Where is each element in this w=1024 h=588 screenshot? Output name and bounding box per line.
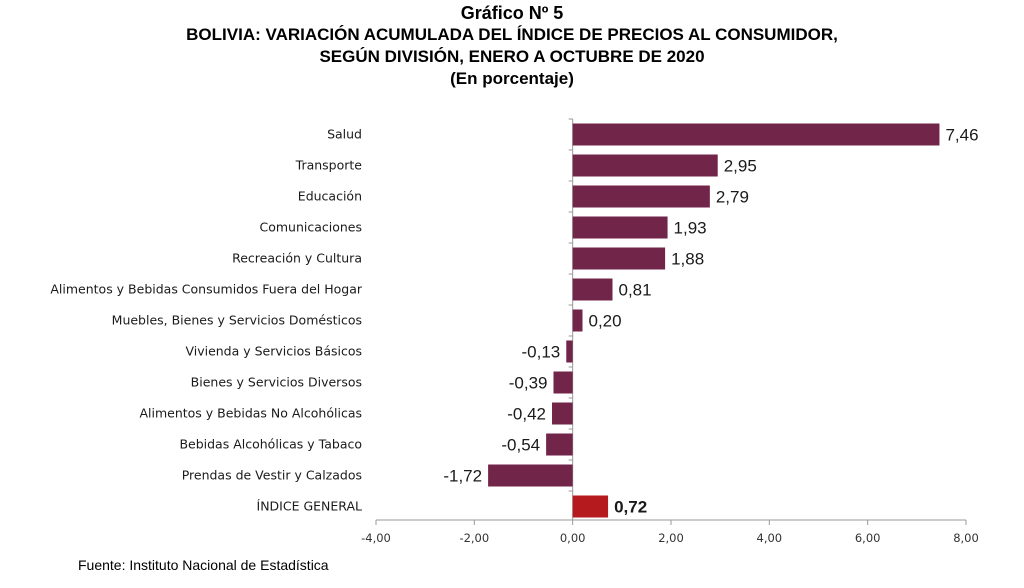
value-label: -0,54 — [501, 436, 540, 455]
bar — [552, 402, 573, 425]
bar — [546, 433, 573, 456]
bar — [572, 185, 710, 208]
category-label: Educación — [298, 189, 362, 204]
value-label: 0,81 — [618, 281, 651, 300]
category-label: Salud — [327, 127, 362, 142]
x-tick-label: 8,00 — [953, 531, 979, 545]
value-label: -0,42 — [507, 405, 546, 424]
source-note: Fuente: Instituto Nacional de Estadístic… — [78, 557, 329, 573]
chart-unit: (En porcentaje) — [450, 69, 574, 88]
x-tick-label: 4,00 — [757, 531, 783, 545]
bar — [566, 340, 573, 363]
x-tick-label: 6,00 — [855, 531, 881, 545]
bar — [553, 371, 573, 394]
value-label: 0,72 — [614, 498, 647, 517]
value-label: 2,79 — [716, 188, 749, 207]
bar — [572, 247, 666, 270]
chart-subtitle: SEGÚN DIVISIÓN, ENERO A OCTUBRE DE 2020 — [319, 47, 705, 66]
category-label: Recreación y Cultura — [232, 251, 362, 266]
value-label: 1,93 — [674, 219, 707, 238]
category-label: Transporte — [295, 158, 363, 173]
chart-title: BOLIVIA: VARIACIÓN ACUMULADA DEL ÍNDICE … — [186, 25, 838, 44]
bar — [572, 216, 668, 239]
value-label: 2,95 — [724, 157, 757, 176]
highlight-bar — [572, 495, 609, 518]
x-tick-label: -4,00 — [361, 531, 391, 545]
category-label: Prendas de Vestir y Calzados — [182, 468, 362, 483]
bar-chart: -4,00 -2,00 0,00 2,00 4,00 6,00 8,00 Salud 7,46 T… — [50, 118, 979, 545]
bar — [572, 278, 613, 301]
category-label: ÍNDICE GENERAL — [257, 499, 363, 514]
bar — [572, 123, 940, 146]
category-label: Muebles, Bienes y Servicios Domésticos — [112, 313, 362, 328]
bar — [572, 154, 718, 177]
category-label: Alimentos y Bebidas Consumidos Fuera del… — [50, 282, 363, 297]
value-label: 0,20 — [589, 312, 622, 331]
chart-title-block: Gráfico Nº 5 BOLIVIA: VARIACIÓN ACUMULAD… — [0, 2, 1024, 90]
category-label: Bebidas Alcohólicas y Tabaco — [179, 437, 362, 452]
x-tick-label: 2,00 — [658, 531, 684, 545]
x-tick-label: -2,00 — [459, 531, 489, 545]
value-label: 7,46 — [945, 126, 978, 145]
category-label: Comunicaciones — [259, 220, 362, 235]
bar — [572, 309, 583, 332]
value-label: -0,39 — [509, 374, 548, 393]
chart-number: Gráfico Nº 5 — [460, 3, 564, 23]
category-label: Alimentos y Bebidas No Alcohólicas — [139, 406, 362, 421]
value-label: -0,13 — [522, 343, 561, 362]
x-tick-label: 0,00 — [560, 531, 586, 545]
category-label: Vivienda y Servicios Básicos — [185, 344, 362, 359]
value-label: -1,72 — [443, 467, 482, 486]
value-label: 1,88 — [671, 250, 704, 269]
category-label: Bienes y Servicios Diversos — [191, 375, 362, 390]
bar — [488, 464, 573, 487]
